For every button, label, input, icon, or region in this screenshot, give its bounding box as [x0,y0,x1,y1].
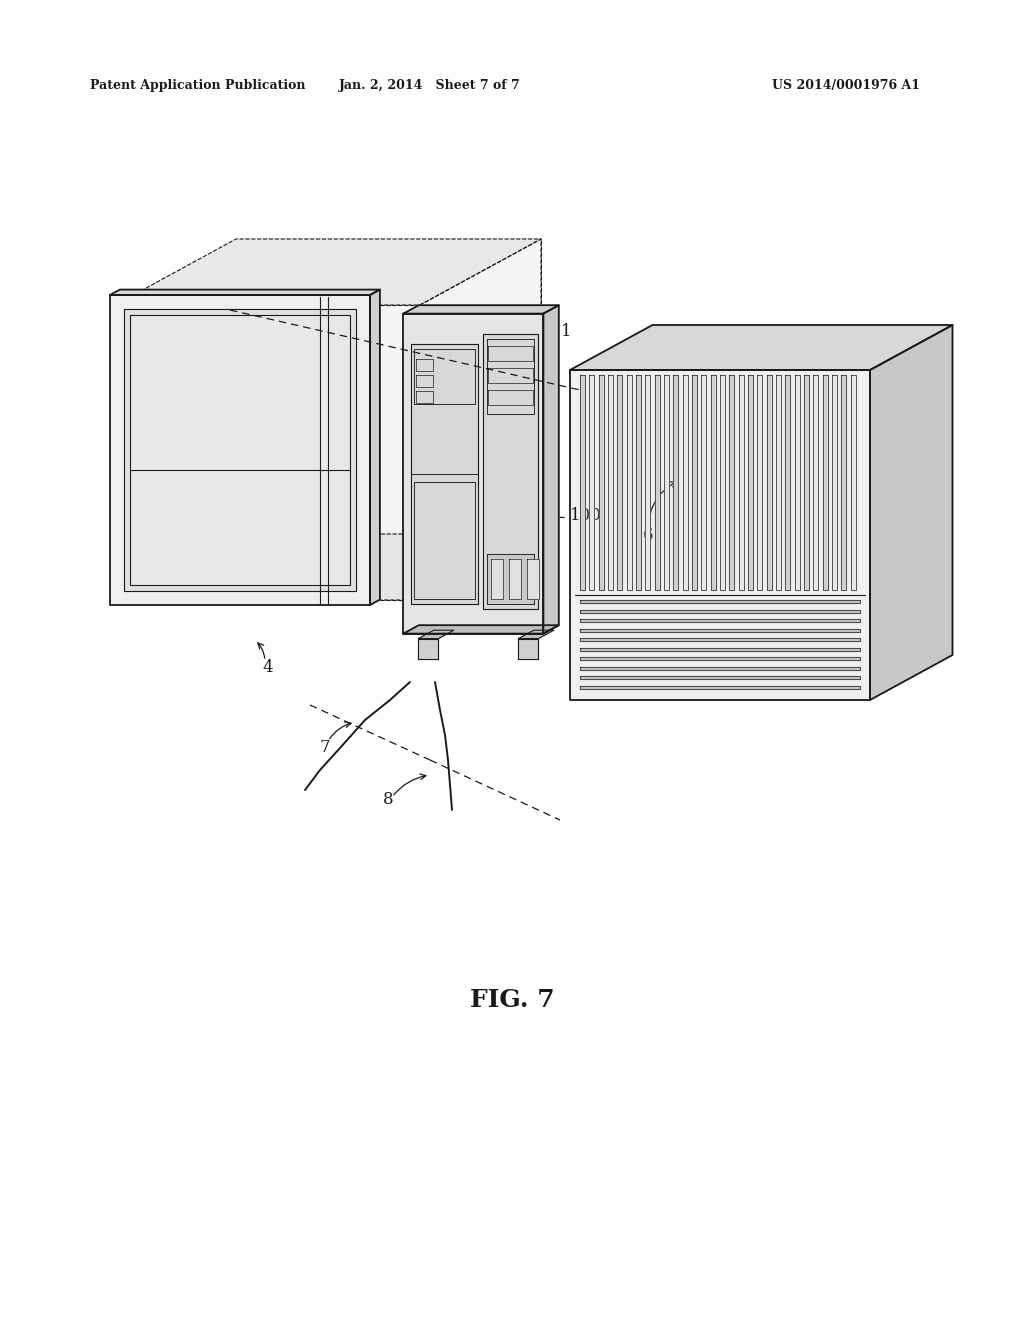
Text: 100: 100 [570,507,602,524]
Text: 1: 1 [561,323,571,341]
Polygon shape [236,239,541,535]
Polygon shape [492,558,504,598]
Polygon shape [590,375,595,590]
Text: Jan. 2, 2014   Sheet 7 of 7: Jan. 2, 2014 Sheet 7 of 7 [339,78,521,91]
Polygon shape [804,375,809,590]
Polygon shape [580,657,860,660]
Polygon shape [822,375,827,590]
Text: 5: 5 [524,483,536,500]
Polygon shape [518,630,554,639]
Polygon shape [580,375,585,590]
Polygon shape [776,375,781,590]
Polygon shape [403,626,559,634]
Polygon shape [370,289,380,605]
Polygon shape [580,610,860,612]
Polygon shape [518,639,539,659]
Polygon shape [758,375,763,590]
Polygon shape [813,375,818,590]
Polygon shape [711,375,716,590]
Polygon shape [729,375,734,590]
Text: 7: 7 [319,739,331,756]
Polygon shape [110,294,370,605]
Polygon shape [419,630,454,639]
Polygon shape [580,619,860,622]
Polygon shape [748,375,753,590]
Polygon shape [483,334,539,609]
Polygon shape [701,375,707,590]
Polygon shape [664,375,669,590]
Polygon shape [130,315,350,585]
Polygon shape [795,375,800,590]
Polygon shape [645,375,650,590]
Polygon shape [674,375,679,590]
Polygon shape [654,375,659,590]
Text: 4: 4 [263,660,273,676]
Text: FIG. 7: FIG. 7 [470,987,554,1012]
Polygon shape [115,239,541,305]
Polygon shape [580,676,860,680]
Polygon shape [627,375,632,590]
Text: 8: 8 [383,792,393,808]
Polygon shape [419,639,438,659]
Polygon shape [831,375,838,590]
Polygon shape [636,375,641,590]
Polygon shape [683,375,688,590]
Polygon shape [509,558,521,598]
Text: 2: 2 [253,387,263,404]
Polygon shape [115,535,541,601]
Polygon shape [544,305,559,634]
Polygon shape [580,638,860,642]
Polygon shape [580,648,860,651]
Polygon shape [110,289,380,294]
Polygon shape [870,325,952,700]
Polygon shape [785,375,791,590]
Polygon shape [608,375,613,590]
Polygon shape [124,309,356,591]
Polygon shape [580,628,860,632]
Polygon shape [580,685,860,689]
Polygon shape [692,375,697,590]
Text: US 2014/0001976 A1: US 2014/0001976 A1 [772,78,920,91]
Polygon shape [580,667,860,669]
Text: 6: 6 [643,527,653,544]
Polygon shape [767,375,772,590]
Polygon shape [720,375,725,590]
Polygon shape [527,558,540,598]
Polygon shape [851,375,856,590]
Polygon shape [412,343,478,603]
Polygon shape [580,601,860,603]
Polygon shape [403,314,544,634]
Polygon shape [599,375,604,590]
Text: Patent Application Publication: Patent Application Publication [90,78,305,91]
Polygon shape [487,553,535,603]
Polygon shape [617,375,623,590]
Polygon shape [570,370,870,700]
Polygon shape [842,375,847,590]
Polygon shape [570,325,952,370]
Polygon shape [403,305,559,314]
Polygon shape [738,375,743,590]
